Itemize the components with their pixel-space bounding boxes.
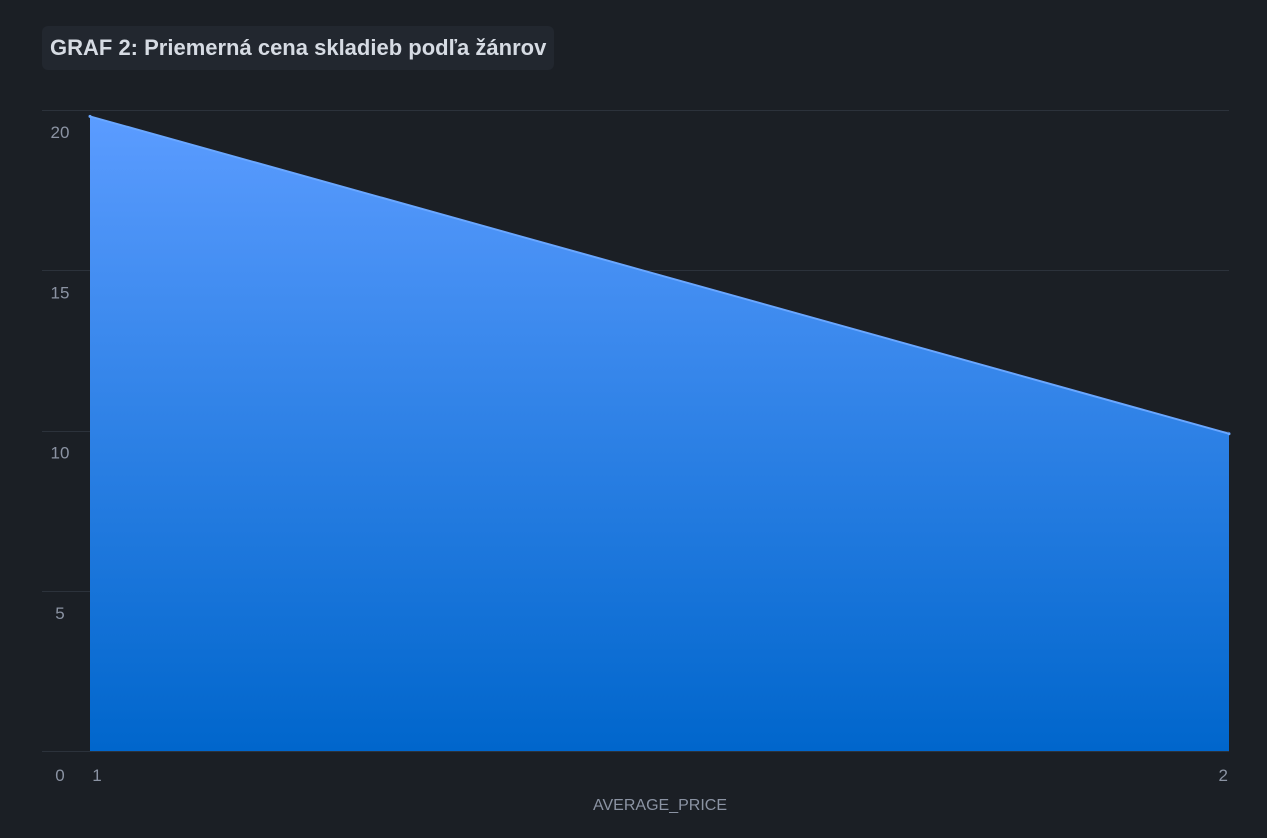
y-tick-label-0: 0 [55,766,64,785]
chart-title: GRAF 2: Priemerná cena skladieb podľa žá… [50,35,547,60]
area-fill-series-0 [90,116,1229,751]
area-line-series-0 [89,115,1230,435]
x-tick-label-2: 2 [1219,766,1228,785]
chart-title-box: GRAF 2: Priemerná cena skladieb podľa žá… [42,26,555,70]
y-tick-label-20: 20 [51,123,70,142]
data-point-0-0 [88,114,92,118]
y-tick-label-10: 10 [51,444,70,463]
y-axis-ticks: 0 5 10 15 20 [51,123,70,785]
y-tick-label-15: 15 [51,283,70,302]
y-tick-label-5: 5 [55,604,64,623]
x-tick-label-1: 1 [92,766,101,785]
data-point-0-1 [1227,432,1231,436]
x-axis-title: AVERAGE_PRICE [593,797,727,814]
area-series [88,114,1231,751]
